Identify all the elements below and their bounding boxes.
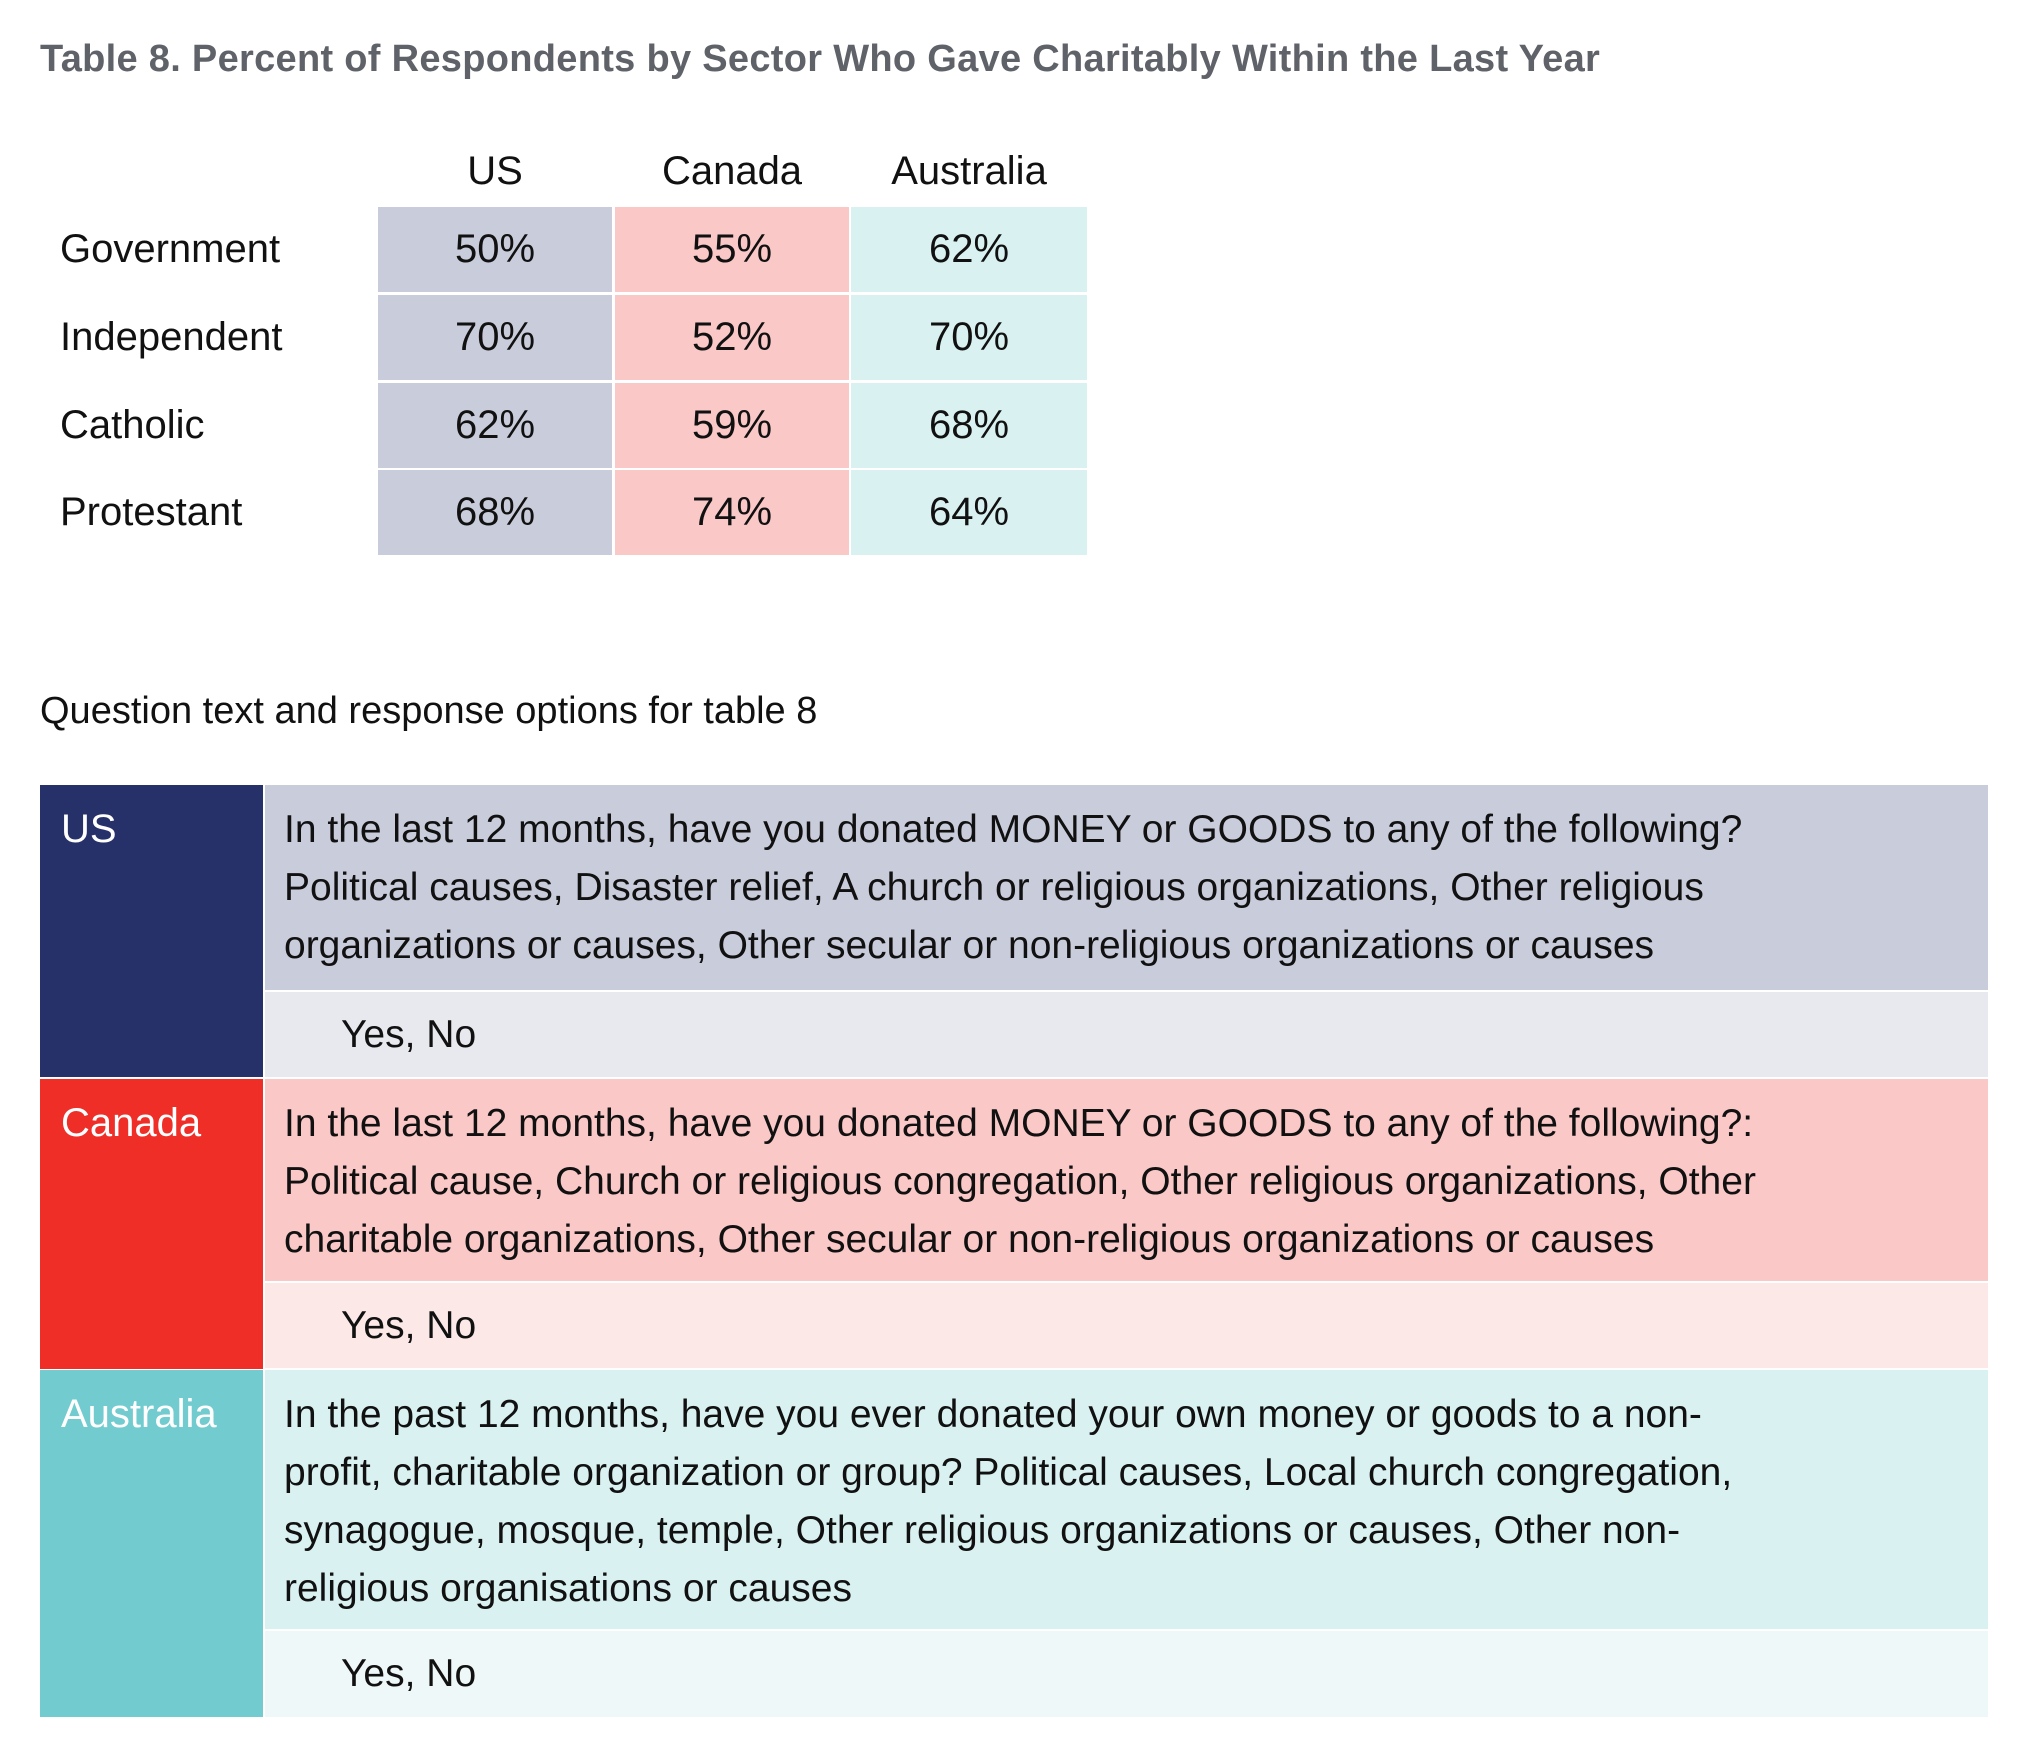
response-options-australia: Yes, No (265, 1631, 1988, 1717)
table-cell: 55% (615, 207, 849, 292)
table-cell: 70% (378, 295, 612, 380)
row-label-government: Government (60, 227, 281, 271)
column-header-canada: Canada (661, 149, 803, 193)
question-line: charitable organizations, Other secular … (284, 1218, 1655, 1261)
country-label-us: US (40, 785, 263, 1077)
column-header-australia: Australia (891, 149, 1047, 193)
response-options-us: Yes, No (265, 992, 1988, 1077)
table-cell: 62% (378, 383, 612, 468)
table-title: Table 8. Percent of Respondents by Secto… (40, 38, 1601, 80)
question-text-canada: In the last 12 months, have you donated … (265, 1079, 1988, 1281)
table-cell: 59% (615, 383, 849, 468)
country-label-australia: Australia (40, 1370, 263, 1717)
country-label-canada: Canada (40, 1079, 263, 1369)
question-line: synagogue, mosque, temple, Other religio… (284, 1509, 1681, 1552)
question-text-australia: In the past 12 months, have you ever don… (265, 1370, 1988, 1629)
question-line: In the last 12 months, have you donated … (284, 1102, 1754, 1145)
row-label-catholic: Catholic (60, 403, 205, 447)
question-line: Political cause, Church or religious con… (284, 1160, 1756, 1203)
table-cell: 70% (851, 295, 1087, 380)
question-line: organizations or causes, Other secular o… (284, 924, 1655, 967)
table-cell: 74% (615, 470, 849, 555)
row-label-protestant: Protestant (60, 490, 243, 534)
question-text-us: In the last 12 months, have you donated … (265, 785, 1988, 990)
column-header-us: US (467, 149, 523, 193)
question-line: profit, charitable organization or group… (284, 1451, 1733, 1494)
table-cell: 50% (378, 207, 612, 292)
question-line: In the past 12 months, have you ever don… (284, 1393, 1702, 1436)
question-line: In the last 12 months, have you donated … (284, 808, 1743, 851)
response-options-canada: Yes, No (265, 1283, 1988, 1368)
question-line: Political causes, Disaster relief, A chu… (284, 866, 1704, 909)
table-cell: 68% (378, 470, 612, 555)
question-line: religious organisations or causes (284, 1567, 852, 1610)
row-label-independent: Independent (60, 315, 283, 359)
table-cell: 52% (615, 295, 849, 380)
table-cell: 62% (851, 207, 1087, 292)
table-cell: 64% (851, 470, 1087, 555)
table-cell: 68% (851, 383, 1087, 468)
questions-subtitle: Question text and response options for t… (40, 690, 818, 732)
